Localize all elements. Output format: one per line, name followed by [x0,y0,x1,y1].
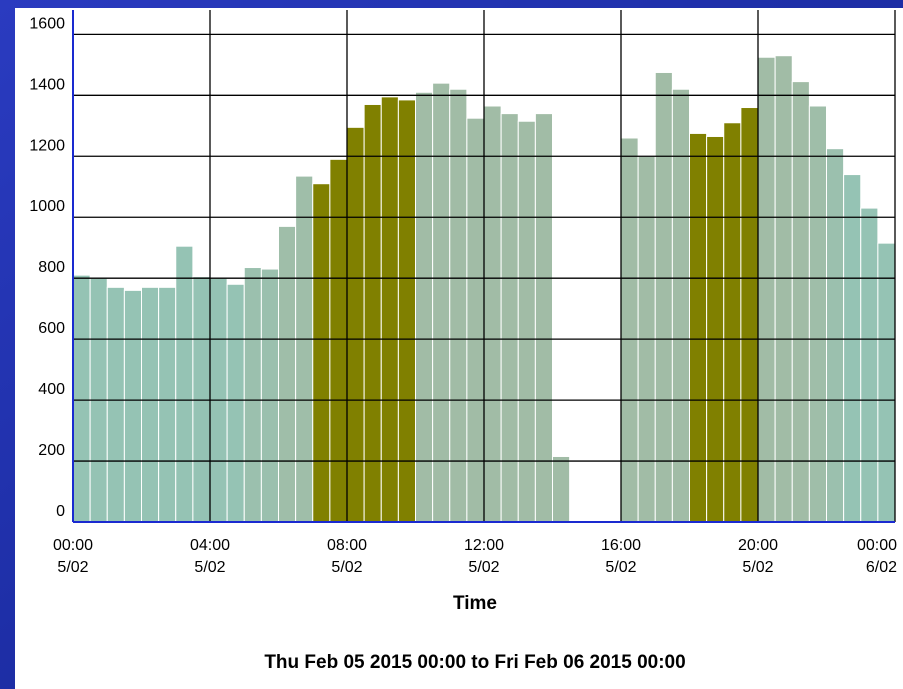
bar [243,267,262,523]
x-tick-label-line: 20:00 [738,537,778,554]
x-tick-label-line: 5/02 [57,559,88,576]
x-tick-label: 20:00 5/02 [738,537,778,576]
x-axis-label: Time [453,593,497,614]
y-tick-label: 200 [38,442,65,459]
x-tick-label-line: 00:00 [53,537,93,554]
bar [740,107,759,523]
bar [517,120,536,523]
x-tick-label-line: 04:00 [190,537,230,554]
x-tick-label: 00:00 6/02 [857,537,897,576]
bar [654,71,673,523]
bar [346,126,365,523]
bar [808,105,827,523]
bar [106,286,125,523]
bar [312,183,331,523]
bar [158,286,177,523]
y-tick-label: 0 [56,503,65,520]
x-tick-label-line: 6/02 [866,559,897,576]
y-tick-label: 1400 [29,76,65,93]
x-tick-label-line: 16:00 [601,537,641,554]
bar [757,56,776,523]
bar [671,88,690,523]
x-tick-label: 04:00 5/02 [190,537,230,576]
bar [295,175,314,523]
y-tick-label: 800 [38,259,65,276]
bar [329,158,348,523]
bar [363,103,382,523]
bar [141,286,160,523]
x-tick-label-line: 08:00 [327,537,367,554]
x-tick-label: 12:00 5/02 [464,537,504,576]
x-tick-label-line: 5/02 [331,559,362,576]
bar [192,276,211,523]
bar [432,82,451,523]
bar [706,135,725,523]
y-tick-label: 600 [38,320,65,337]
x-tick-label-line: 5/02 [605,559,636,576]
x-tick-label-line: 5/02 [468,559,499,576]
x-tick-label: 08:00 5/02 [327,537,367,576]
x-tick-label-line: 00:00 [857,537,897,554]
bar [397,99,416,523]
bar [175,245,194,523]
x-tick-label-line: 12:00 [464,537,504,554]
y-tick-label: 400 [38,381,65,398]
bar [123,289,142,523]
bar [226,283,245,523]
y-tick-label: 1000 [29,198,65,215]
bar [72,274,91,523]
bar [877,242,896,523]
x-tick-label: 16:00 5/02 [601,537,641,576]
bar [774,55,793,523]
bar [260,268,279,523]
bar [860,207,879,523]
bar [483,105,502,523]
y-tick-label: 1600 [29,15,65,32]
bar [449,88,468,523]
x-tick-label-line: 5/02 [742,559,773,576]
y-tick-label: 1200 [29,137,65,154]
bar [723,122,742,523]
bar [791,81,810,523]
bar [689,132,708,523]
bar [552,455,571,523]
x-tick-label: 00:00 5/02 [53,537,93,576]
bar [843,174,862,523]
subtitle: Thu Feb 05 2015 00:00 to Fri Feb 06 2015… [264,652,685,673]
x-tick-label-line: 5/02 [194,559,225,576]
bar [620,137,639,523]
bar [278,225,297,523]
bar [826,148,845,523]
bar [380,96,399,523]
